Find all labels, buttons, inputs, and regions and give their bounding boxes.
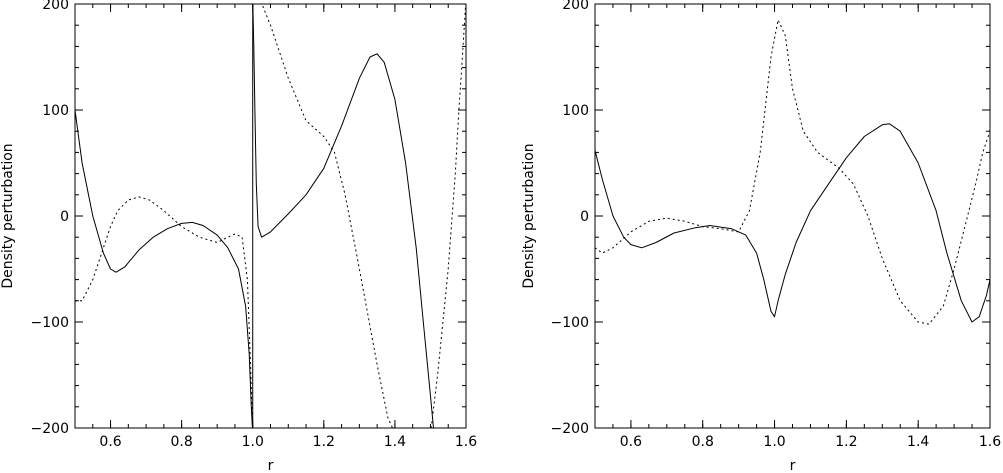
- y-tick-label: −200: [31, 421, 69, 437]
- x-tick-label: 1.2: [835, 434, 857, 450]
- x-tick-label: 0.8: [171, 434, 193, 450]
- solid-series-line: [595, 123, 990, 323]
- solid-series-line: [252, 4, 435, 428]
- dotted-series-line: [261, 4, 394, 428]
- y-tick-label: −100: [551, 315, 589, 331]
- plot-frame: [74, 3, 467, 429]
- x-tick-label: 0.6: [620, 434, 642, 450]
- left-chart-panel: 0.6 0.8 1.0 1.2 1.4 1.6 200 100 0 −100 −200 r Densit…: [0, 0, 477, 473]
- y-tick-label: −200: [551, 421, 589, 437]
- y-tick-label: 100: [562, 103, 589, 119]
- plot-area: [595, 19, 990, 325]
- x-axis-label: r: [790, 458, 796, 473]
- solid-series-line: [75, 109, 253, 428]
- y-tick-label: 200: [562, 0, 589, 13]
- dotted-series-line: [75, 196, 254, 428]
- x-tick-label: 1.0: [242, 434, 264, 450]
- y-tick-label: 200: [42, 0, 69, 13]
- x-tick-label: 1.4: [384, 434, 406, 450]
- y-tick-label: 0: [60, 209, 69, 225]
- dotted-series-line: [595, 19, 990, 325]
- x-tick-label: 1.6: [455, 434, 477, 450]
- y-axis-label: Density perturbation: [521, 143, 537, 288]
- y-tick-label: 0: [580, 209, 589, 225]
- x-tick-label: 1.6: [979, 434, 1001, 450]
- y-tick-label: −100: [31, 315, 69, 331]
- y-axis-label: Density perturbation: [0, 143, 16, 288]
- y-tick-label: 100: [42, 103, 69, 119]
- x-tick-label: 1.2: [313, 434, 335, 450]
- x-tick-label: 0.6: [99, 434, 121, 450]
- x-axis-label: r: [268, 458, 274, 473]
- plot-frame: [594, 3, 991, 429]
- right-chart-panel: 0.6 0.8 1.0 1.2 1.4 1.6 200 100 0 −100 −200 r Densit…: [521, 0, 1001, 473]
- x-tick-label: 0.8: [692, 434, 714, 450]
- x-tick-label: 1.4: [907, 434, 929, 450]
- dotted-series-line: [430, 4, 466, 428]
- x-tick-label: 1.0: [763, 434, 785, 450]
- plot-area: [75, 4, 466, 428]
